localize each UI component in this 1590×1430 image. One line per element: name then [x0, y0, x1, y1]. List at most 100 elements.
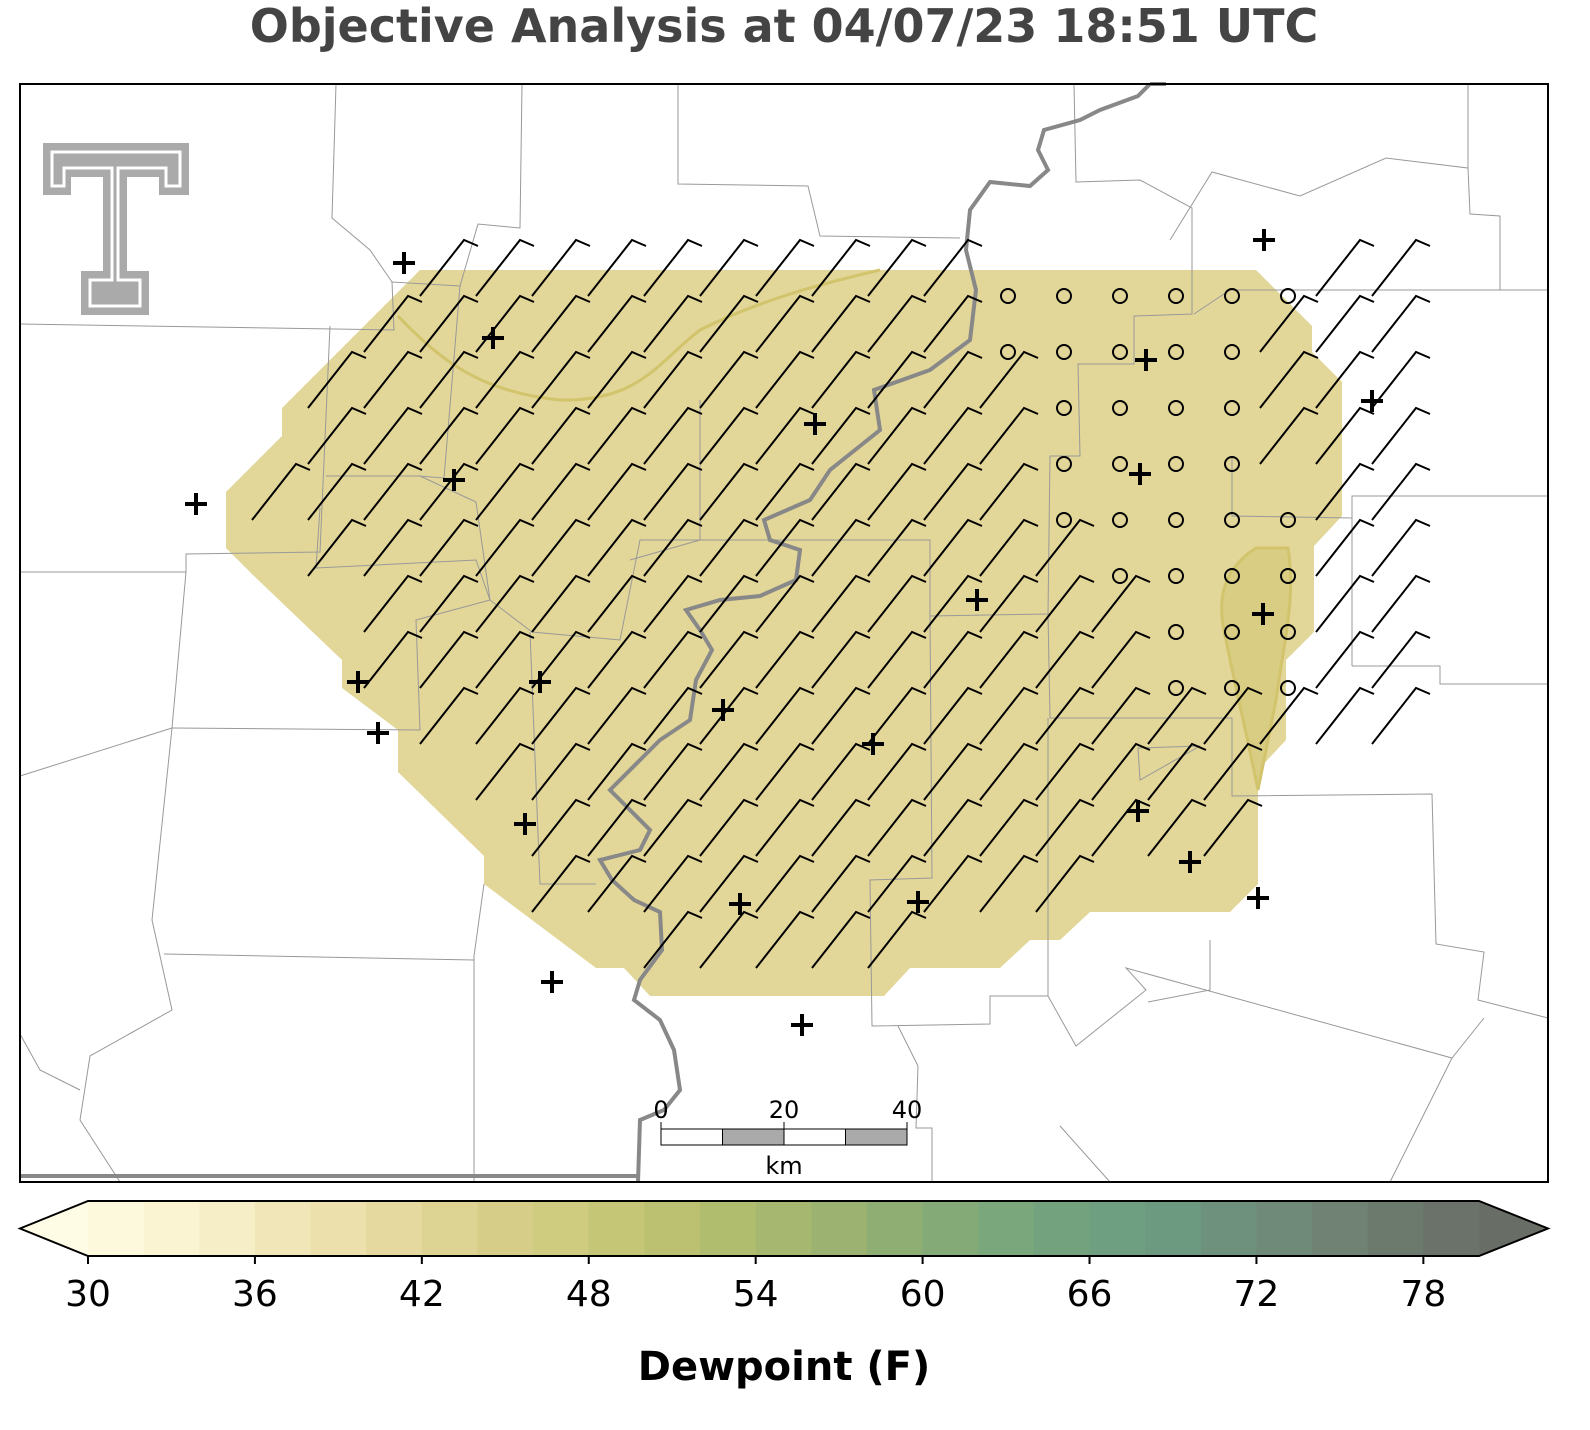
wind-barb	[867, 854, 927, 913]
colorbar-bin	[533, 1201, 590, 1256]
wind-barb	[531, 350, 591, 409]
calm-wind	[1056, 512, 1072, 528]
calm-wind	[1224, 680, 1240, 696]
wind-barb	[1035, 518, 1095, 577]
wind-barb	[811, 798, 871, 857]
wind-barb	[1315, 630, 1375, 689]
wind-barb	[755, 294, 815, 353]
wind-barb	[643, 742, 703, 801]
wind-barb	[1259, 686, 1319, 745]
calm-wind	[1224, 568, 1240, 584]
wind-barb	[643, 294, 703, 353]
colorbar-label: Dewpoint (F)	[638, 1344, 931, 1390]
calm-wind	[1112, 344, 1128, 360]
wind-barb	[923, 686, 983, 745]
station	[185, 493, 207, 515]
wind-barb	[419, 238, 479, 297]
station	[347, 671, 369, 693]
wind-barb	[363, 406, 423, 465]
wind-barb	[979, 798, 1039, 857]
wind-barb	[979, 686, 1039, 745]
colorbar-bin	[1256, 1201, 1313, 1256]
colorbar-tick-label: 60	[900, 1274, 946, 1315]
station	[1129, 463, 1151, 485]
calm-wind	[1112, 568, 1128, 584]
wind-barb	[531, 518, 591, 577]
wind-barb	[587, 238, 647, 297]
wind-barb	[419, 350, 479, 409]
calm-wind	[1224, 344, 1240, 360]
wind-barb	[923, 574, 983, 633]
wind-barb	[1147, 686, 1207, 745]
scale-segment	[722, 1128, 785, 1146]
wind-barb	[811, 742, 871, 801]
wind-barb	[643, 350, 703, 409]
colorbar-tick-label: 30	[65, 1274, 111, 1315]
wind-barb	[643, 798, 703, 857]
station	[482, 327, 504, 349]
wind-barb	[1371, 518, 1431, 577]
wind-barb	[251, 462, 311, 521]
wind-barb	[867, 742, 927, 801]
wind-barb	[755, 574, 815, 633]
wind-barb	[475, 742, 535, 801]
station	[1247, 887, 1269, 909]
wind-barb	[531, 462, 591, 521]
wind-barb	[475, 350, 535, 409]
station	[1361, 390, 1383, 412]
wind-barb	[923, 798, 983, 857]
wind-barb	[1259, 350, 1319, 409]
colorbar-bin	[254, 1201, 312, 1256]
colorbar-bin	[1423, 1201, 1480, 1256]
wind-barb	[755, 630, 815, 689]
colorbar-tick-label: 36	[232, 1274, 278, 1315]
wind-barb	[587, 630, 647, 689]
wind-barb	[363, 462, 423, 521]
wind-barb	[1259, 294, 1319, 353]
wind-barb	[307, 518, 367, 577]
colorbar-bin	[866, 1201, 924, 1256]
colorbar-bin	[310, 1201, 367, 1256]
colorbar-tick-label: 72	[1234, 1274, 1280, 1315]
wind-barb	[1203, 742, 1263, 801]
wind-barb	[699, 854, 759, 913]
station	[514, 813, 536, 835]
wind-barb	[923, 294, 983, 353]
wind-barb	[923, 854, 983, 913]
calm-wind	[1224, 400, 1240, 416]
wind-barb	[923, 238, 983, 297]
colorbar-tick-label: 78	[1400, 1274, 1446, 1315]
wind-barb	[531, 630, 591, 689]
calm-wind	[1000, 288, 1016, 304]
wind-barb	[1035, 854, 1095, 913]
wind-barb	[475, 686, 535, 745]
wind-barb	[1315, 350, 1375, 409]
colorbar-bin	[1089, 1201, 1146, 1256]
colorbar-tick-label: 66	[1067, 1274, 1113, 1315]
wind-barb	[475, 518, 535, 577]
wind-barb	[699, 742, 759, 801]
wind-barb	[867, 630, 927, 689]
calm-wind	[1000, 344, 1016, 360]
wind-barb	[979, 742, 1039, 801]
wind-barb	[867, 518, 927, 577]
wind-barb	[1315, 574, 1375, 633]
station	[804, 413, 826, 435]
wind-barb	[1091, 686, 1151, 745]
title: Objective Analysis at 04/07/23 18:51 UTC	[250, 0, 1319, 53]
wind-barb	[867, 462, 927, 521]
wind-barb	[1315, 462, 1375, 521]
wind-barb	[755, 742, 815, 801]
calm-wind	[1112, 288, 1128, 304]
wind-barb	[699, 686, 759, 745]
wind-barb	[1035, 630, 1095, 689]
wind-barb	[475, 294, 535, 353]
station	[966, 589, 988, 611]
colorbar-bin	[143, 1201, 200, 1256]
station	[1253, 229, 1275, 251]
wind-barb	[587, 518, 647, 577]
wind-barb	[699, 350, 759, 409]
colorbar-bin	[755, 1201, 812, 1256]
wind-barb	[979, 350, 1039, 409]
wind-barb	[587, 574, 647, 633]
